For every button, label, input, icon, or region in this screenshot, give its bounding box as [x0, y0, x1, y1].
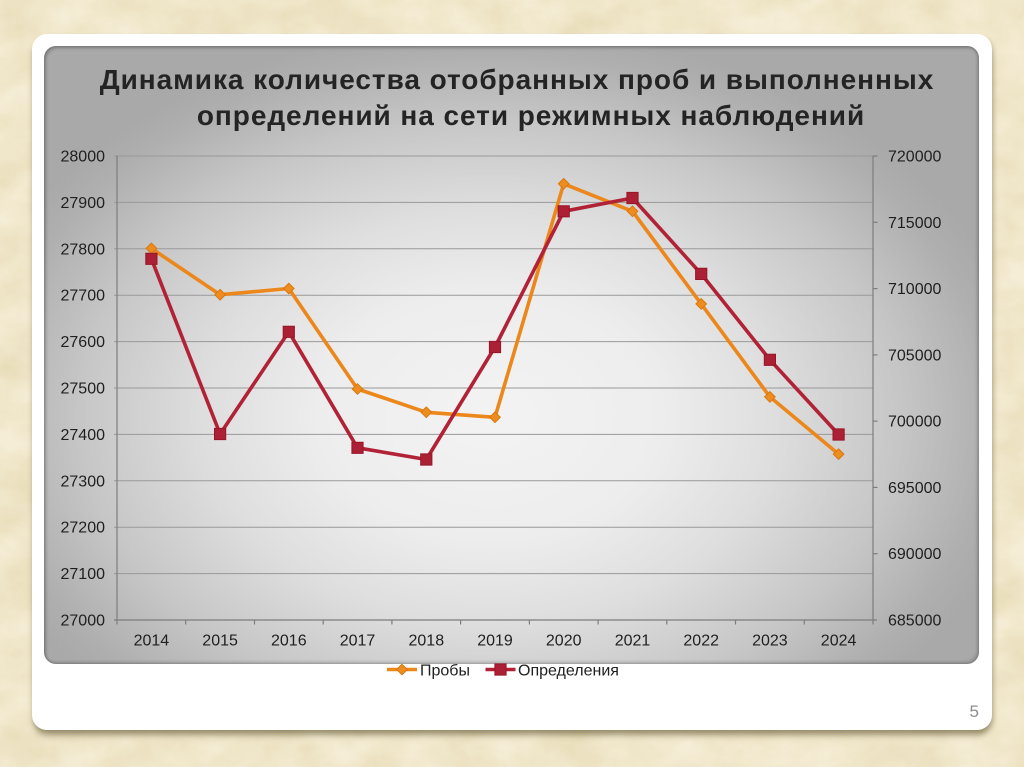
svg-text:27000: 27000	[61, 613, 106, 630]
svg-text:27800: 27800	[61, 241, 106, 258]
svg-text:2014: 2014	[134, 633, 170, 650]
svg-text:27300: 27300	[61, 473, 106, 490]
svg-text:2016: 2016	[271, 633, 307, 650]
svg-text:28000: 28000	[61, 149, 106, 166]
svg-text:685000: 685000	[888, 613, 941, 630]
svg-text:710000: 710000	[888, 281, 941, 298]
svg-text:2015: 2015	[202, 633, 238, 650]
svg-text:705000: 705000	[888, 347, 941, 364]
svg-text:27600: 27600	[61, 334, 106, 351]
svg-text:27100: 27100	[61, 566, 106, 583]
svg-text:2024: 2024	[821, 633, 857, 650]
svg-text:715000: 715000	[888, 215, 941, 232]
svg-text:2019: 2019	[477, 633, 513, 650]
svg-text:2017: 2017	[340, 633, 376, 650]
svg-text:2021: 2021	[615, 633, 651, 650]
svg-text:Пробы: Пробы	[420, 663, 470, 680]
svg-text:27700: 27700	[61, 288, 106, 305]
svg-text:695000: 695000	[888, 480, 941, 497]
svg-text:27500: 27500	[61, 381, 106, 398]
svg-text:690000: 690000	[888, 546, 941, 563]
svg-text:2023: 2023	[752, 633, 788, 650]
svg-text:720000: 720000	[888, 149, 941, 166]
svg-text:2018: 2018	[409, 633, 445, 650]
svg-text:27200: 27200	[61, 520, 106, 537]
svg-text:Определения: Определения	[518, 663, 619, 680]
svg-text:700000: 700000	[888, 414, 941, 431]
svg-text:2020: 2020	[546, 633, 582, 650]
svg-text:27400: 27400	[61, 427, 106, 444]
svg-text:27900: 27900	[61, 195, 106, 212]
svg-text:2022: 2022	[683, 633, 719, 650]
